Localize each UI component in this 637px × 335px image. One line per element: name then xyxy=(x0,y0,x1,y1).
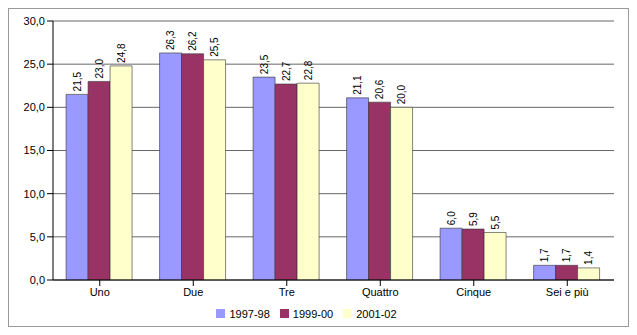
svg-text:26,3: 26,3 xyxy=(165,30,176,50)
svg-text:21,1: 21,1 xyxy=(352,75,363,95)
svg-text:5,9: 5,9 xyxy=(468,212,479,226)
svg-text:Sei e più: Sei e più xyxy=(546,286,589,298)
svg-text:Cinque: Cinque xyxy=(456,286,491,298)
svg-text:30,0: 30,0 xyxy=(24,15,45,27)
svg-text:5,5: 5,5 xyxy=(490,215,501,229)
svg-text:5,0: 5,0 xyxy=(30,231,45,243)
svg-text:1,7: 1,7 xyxy=(539,248,550,262)
svg-text:Uno: Uno xyxy=(90,286,110,298)
svg-text:22,7: 22,7 xyxy=(281,61,292,81)
svg-text:23,5: 23,5 xyxy=(259,54,270,74)
svg-text:10,0: 10,0 xyxy=(24,188,45,200)
svg-text:25,0: 25,0 xyxy=(24,58,45,70)
svg-text:15,0: 15,0 xyxy=(24,144,45,156)
svg-text:Quattro: Quattro xyxy=(362,286,399,298)
svg-text:25,5: 25,5 xyxy=(209,37,220,57)
html-text:1999-00: 1999-00 xyxy=(292,308,334,320)
svg-text:1,7: 1,7 xyxy=(561,248,572,262)
svg-text:20,0: 20,0 xyxy=(396,84,407,104)
html-text:1997-98: 1997-98 xyxy=(229,308,270,320)
html-text:2001-02: 2001-02 xyxy=(356,308,397,320)
svg-text:21,5: 21,5 xyxy=(72,71,83,91)
svg-text:22,8: 22,8 xyxy=(303,60,314,80)
svg-text:Due: Due xyxy=(183,286,203,298)
svg-text:26,2: 26,2 xyxy=(187,31,198,51)
svg-text:0,0: 0,0 xyxy=(30,274,45,286)
svg-text:20,6: 20,6 xyxy=(374,79,385,99)
svg-text:24,8: 24,8 xyxy=(116,43,127,63)
svg-text:23,0: 23,0 xyxy=(94,59,105,79)
svg-text:Tre: Tre xyxy=(279,286,295,298)
svg-text:1,4: 1,4 xyxy=(583,251,594,265)
svg-text:20,0: 20,0 xyxy=(24,101,45,113)
svg-text:6,0: 6,0 xyxy=(446,211,457,225)
